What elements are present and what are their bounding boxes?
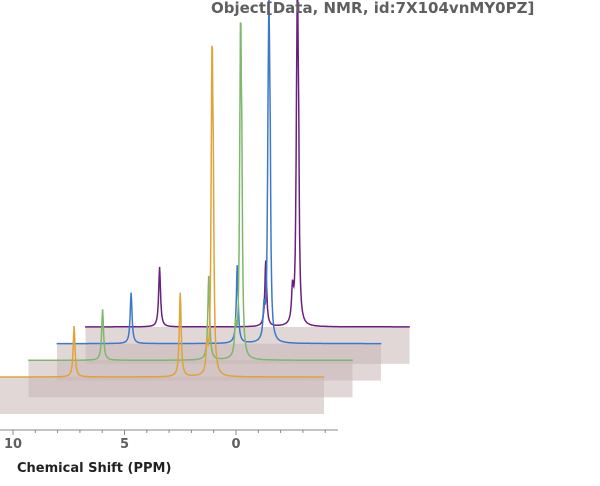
spectra <box>0 0 410 378</box>
depth-panel <box>0 377 324 414</box>
spectrum-line <box>0 45 325 378</box>
depth-panels <box>0 326 410 414</box>
spectrum-line <box>56 0 382 345</box>
x-tick-label: 5 <box>120 437 129 452</box>
x-ticks: 10 5 0 <box>4 430 326 452</box>
x-axis-label: Chemical Shift (PPM) <box>17 461 171 476</box>
x-tick-label: 0 <box>231 437 240 452</box>
spectrum-line <box>28 22 353 362</box>
spectrum-line <box>85 0 410 328</box>
chart-title: Object[Data, NMR, id:7X104vnMY0PZ] <box>211 0 534 17</box>
x-tick-label: 10 <box>4 437 22 452</box>
